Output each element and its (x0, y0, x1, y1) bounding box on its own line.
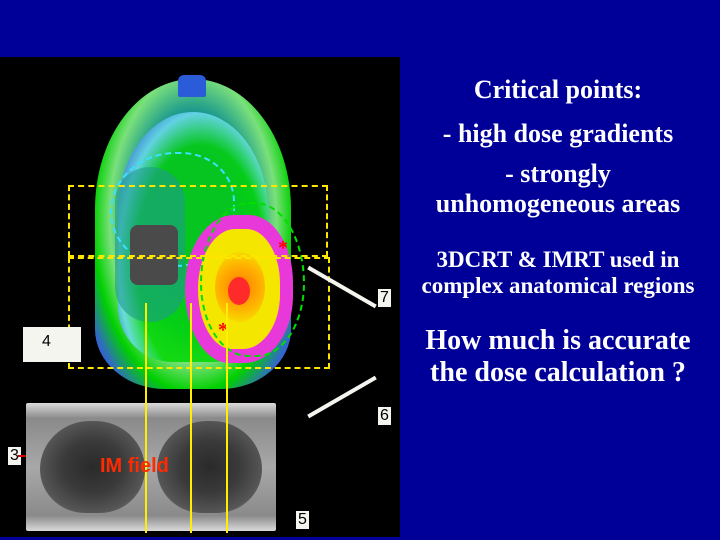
im-field-label: IM field (100, 455, 169, 478)
bullet-unhomogeneous-areas: - strongly unhomogeneous areas (414, 159, 702, 219)
note-complex-anatomical: 3DCRT & IMRT used in complex anatomical … (414, 247, 702, 299)
guide-line-2 (190, 303, 192, 533)
guide-line-3 (226, 303, 228, 533)
guide-line-1 (145, 303, 147, 533)
slide-title: 3D-CRT vs IMRT (0, 0, 720, 57)
film-lobe-right (157, 421, 262, 513)
overlay-box-bottom (68, 257, 330, 369)
beam-label-6: 6 (378, 407, 391, 425)
beam-label-5: 5 (296, 511, 309, 529)
bullet-high-dose-gradients: - high dose gradients (414, 119, 702, 149)
question-accuracy: How much is accurate the dose calculatio… (414, 325, 702, 389)
critical-points-heading: Critical points: (414, 75, 702, 105)
axis-patch-6 (307, 376, 377, 418)
text-panel: Critical points: - high dose gradients -… (400, 57, 720, 537)
dose-image-panel: * * 4 3 7 6 5 IM field (0, 57, 400, 537)
content-row: * * 4 3 7 6 5 IM field Critical points: … (0, 57, 720, 537)
bolus-top (178, 75, 206, 97)
beam-label-7: 7 (378, 289, 391, 307)
overlay-box-top (68, 185, 328, 257)
beam-label-4: 4 (40, 333, 53, 351)
